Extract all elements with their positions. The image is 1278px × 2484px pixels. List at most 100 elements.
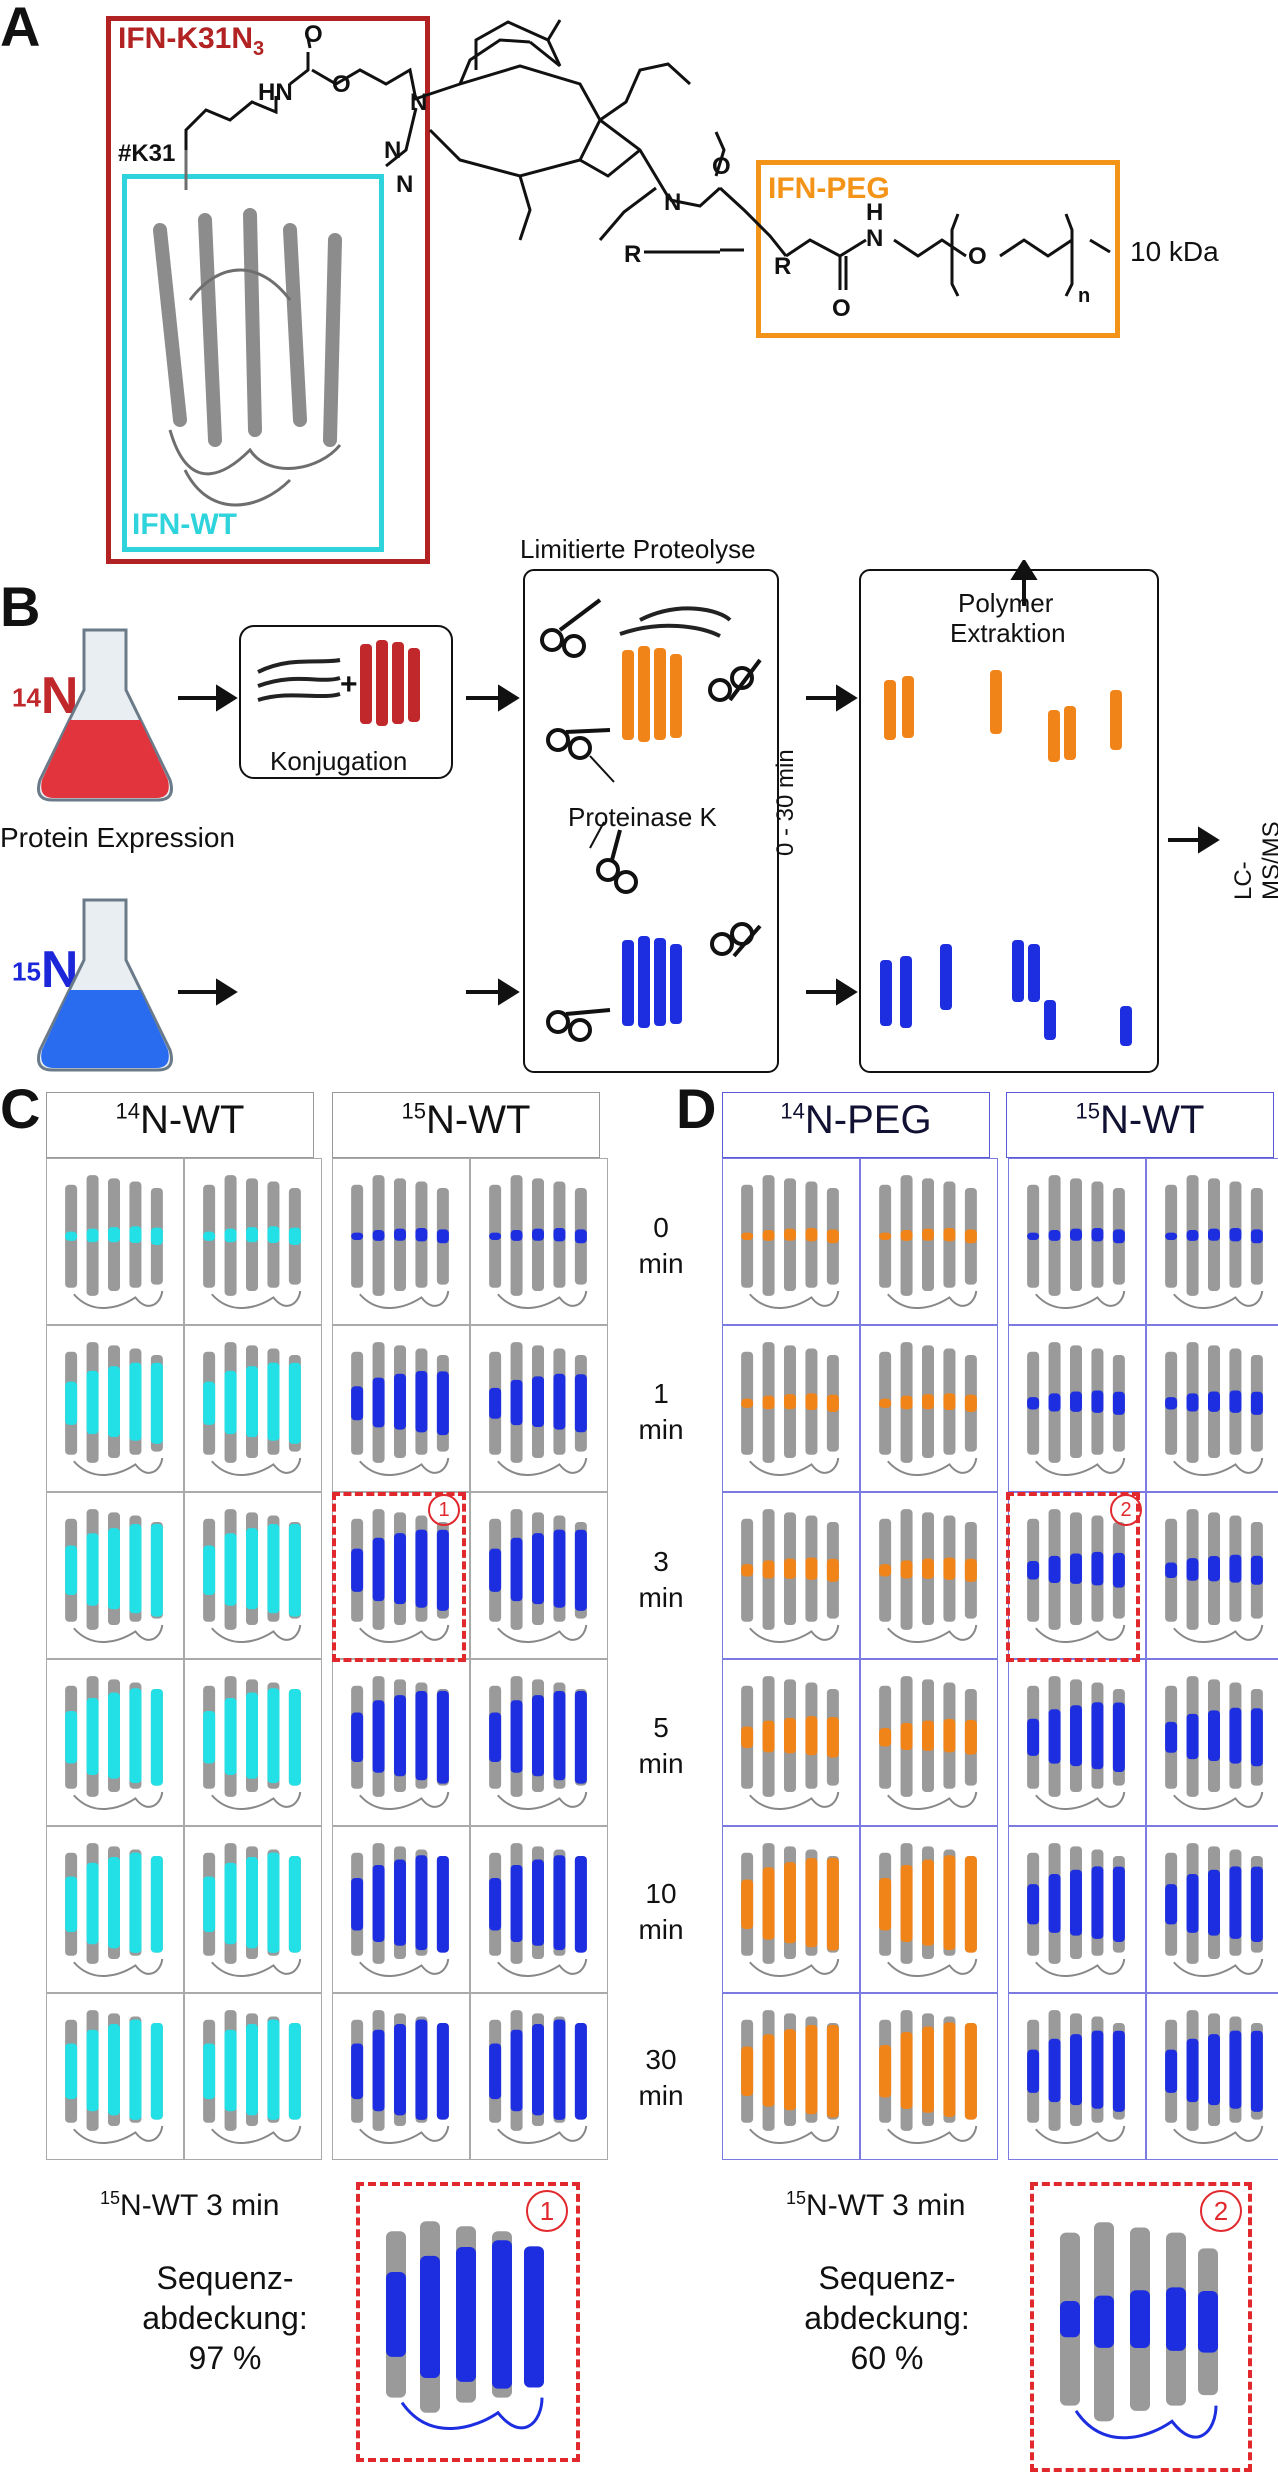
chem-hn: HN xyxy=(258,79,293,106)
panel-d-header-2 xyxy=(1006,1092,1274,1158)
chem-n5: N xyxy=(866,225,883,252)
extraction-box xyxy=(859,569,1159,1073)
chem-n-sub: n xyxy=(1078,285,1090,307)
panel-d-coverage-2: abdeckung: xyxy=(804,2300,970,2336)
chem-o5: O xyxy=(968,243,987,270)
highlight-box-1 xyxy=(332,1492,466,1662)
protein-cell xyxy=(860,1993,998,2160)
protein-cell xyxy=(1146,1659,1278,1826)
protein-cell xyxy=(46,1492,184,1659)
ifn-wt-label: IFN-WT xyxy=(132,508,237,541)
protein-cell xyxy=(184,1325,322,1492)
time-3: 3 min xyxy=(638,1546,684,1613)
protein-cell xyxy=(722,1158,860,1325)
protein-cell xyxy=(332,1158,470,1325)
panel-d-grid xyxy=(722,1158,1278,2160)
panel-c-header-2-text: 15N-WT xyxy=(401,1098,531,1142)
protein-orange xyxy=(622,646,682,742)
protein-cell xyxy=(332,1993,470,2160)
zoom-box-2 xyxy=(1030,2182,1252,2472)
protein-cell xyxy=(470,1826,608,1993)
proteolysis-box xyxy=(523,569,779,1073)
protein-cell xyxy=(184,1659,322,1826)
protein-cell xyxy=(332,1325,470,1492)
zoom-marker-1: 1 xyxy=(526,2190,568,2232)
protein-cell xyxy=(722,1492,860,1659)
protein-cell xyxy=(860,1492,998,1659)
protein-cell xyxy=(860,1826,998,1993)
panel-c-coverage-value: 97 % xyxy=(188,2340,262,2376)
protein-cell xyxy=(722,1659,860,1826)
protein-cell xyxy=(184,1492,322,1659)
chem-n2: N xyxy=(384,137,401,164)
plus-label: + xyxy=(340,668,358,701)
mass-label: 10 kDa xyxy=(1130,236,1219,267)
protein-cell xyxy=(722,1325,860,1492)
protein-cell xyxy=(46,1826,184,1993)
panel-c-header-1 xyxy=(46,1092,314,1158)
marker-1: 1 xyxy=(428,1494,460,1526)
protein-cell xyxy=(46,1158,184,1325)
time-1: 1 min xyxy=(638,1378,684,1445)
polymer-label-1: Polymer xyxy=(958,588,1054,618)
chem-n4: N xyxy=(664,189,681,216)
panel-d-letter: D xyxy=(676,1077,717,1140)
panel-c-letter: C xyxy=(0,1077,41,1140)
chem-h: H xyxy=(866,199,883,226)
chem-n3: N xyxy=(396,171,413,198)
protein-cell xyxy=(46,1993,184,2160)
protein-cell xyxy=(184,1158,322,1325)
protein-cell xyxy=(860,1659,998,1826)
panel-c-header-2 xyxy=(332,1092,600,1158)
protein-cell xyxy=(46,1659,184,1826)
ifn-peg-label: IFN-PEG xyxy=(768,172,890,205)
protein-cell xyxy=(1146,1492,1278,1659)
zoom-box-1 xyxy=(356,2182,580,2462)
konjugation-box xyxy=(239,625,453,779)
protein-cell xyxy=(860,1325,998,1492)
chem-o1: O xyxy=(304,21,323,48)
protein-cell xyxy=(1008,1325,1146,1492)
panel-d-coverage-value: 60 % xyxy=(850,2340,924,2376)
polymer-label-2: Extraktion xyxy=(950,618,1066,648)
time-10: 10 min xyxy=(638,1878,684,1945)
flask-15n xyxy=(37,898,173,1072)
chem-o2: O xyxy=(332,71,351,98)
protein-cell xyxy=(332,1659,470,1826)
protein-cell xyxy=(722,1993,860,2160)
protein-blue-proteolysis xyxy=(622,936,682,1028)
protein-cell xyxy=(184,1993,322,2160)
protein-cell xyxy=(860,1158,998,1325)
protein-cell xyxy=(470,1492,608,1659)
proteinase-label: Proteinase K xyxy=(568,802,717,832)
protein-cell xyxy=(1146,1325,1278,1492)
protein-cell xyxy=(470,1993,608,2160)
chem-r1: R xyxy=(624,241,641,268)
time-30: 30 min xyxy=(638,2044,684,2111)
panel-c-coverage-2: abdeckung: xyxy=(142,2300,308,2336)
protein-cell xyxy=(1146,1993,1278,2160)
time-column: 0 min 1 min 3 min 5 min 10 min 30 min xyxy=(606,1158,716,2160)
flask-14n xyxy=(37,628,173,802)
panel-c-bottom-title: 15N-WT 3 min xyxy=(100,2188,280,2222)
ifn-peg-box xyxy=(756,160,1120,338)
protein-cell xyxy=(470,1158,608,1325)
protein-cell xyxy=(470,1325,608,1492)
protein-cell xyxy=(184,1826,322,1993)
scissors-icons xyxy=(540,598,762,1042)
ifn-k31n3-label: IFN-K31N3 xyxy=(118,22,265,60)
panel-c-header-1-text: 14N-WT xyxy=(115,1098,245,1142)
chem-r2: R xyxy=(774,253,791,280)
marker-2: 2 xyxy=(1110,1494,1142,1526)
limited-proteolysis-label: Limitierte Proteolyse xyxy=(520,534,756,564)
panel-c-grid xyxy=(46,1158,608,2160)
protein-cell xyxy=(1146,1158,1278,1325)
panel-b-letter: B xyxy=(0,575,41,638)
protein-cell xyxy=(470,1659,608,1826)
chem-n1: N xyxy=(410,89,427,116)
protein-cell xyxy=(1008,1659,1146,1826)
panel-d-coverage-1: Sequenz- xyxy=(818,2260,956,2296)
panel-d-header-2-text: 15N-WT xyxy=(1075,1098,1205,1142)
ifn-protein-cartoon xyxy=(153,208,342,447)
